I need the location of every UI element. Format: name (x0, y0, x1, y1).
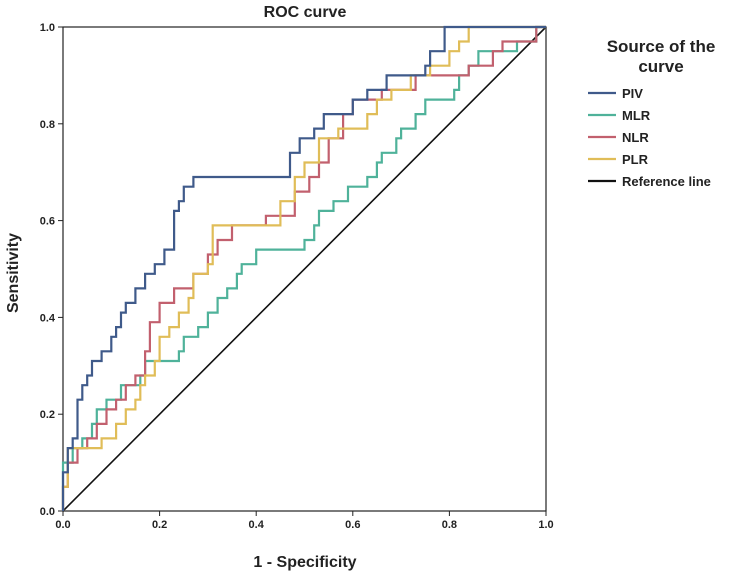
legend-title-line: curve (638, 57, 683, 76)
series-line-reference-line (62, 26, 547, 512)
x-tick-label: 0.4 (249, 519, 265, 531)
x-tick-label: 0.2 (152, 519, 167, 531)
x-tick-label: 0.8 (442, 519, 457, 531)
y-tick-label: 0.0 (40, 506, 55, 518)
legend-label-nlr: NLR (622, 130, 649, 145)
x-tick-label: 0.0 (55, 519, 70, 531)
x-tick-label: 1.0 (538, 519, 553, 531)
y-tick-label: 1.0 (40, 22, 55, 34)
series-line-nlr (61, 25, 546, 511)
x-tick-label: 0.6 (345, 519, 360, 531)
legend-label-mlr: MLR (622, 108, 651, 123)
plot-frame (62, 26, 547, 512)
plot-area: 0.0 0.2 0.4 0.6 0.8 1.0 0.0 0.2 0.4 0.6 0.8 1.0 (40, 22, 554, 531)
y-tick-label: 0.6 (40, 216, 55, 228)
legend-label-piv: PIV (622, 86, 643, 101)
series-line-plr (61, 25, 546, 511)
legend-label-plr: PLR (622, 152, 649, 167)
legend-title-line: Source of the (607, 37, 716, 56)
x-axis-label: 1 - Specificity (253, 554, 356, 571)
y-tick-label: 0.8 (40, 119, 55, 131)
y-tick-label: 0.2 (40, 409, 55, 421)
chart-title: ROC curve (264, 4, 347, 21)
y-tick-label: 0.4 (40, 312, 56, 324)
y-axis-label: Sensitivity (5, 233, 22, 313)
series-line-piv (61, 25, 546, 511)
legend-label-reference-line: Reference line (622, 174, 711, 189)
